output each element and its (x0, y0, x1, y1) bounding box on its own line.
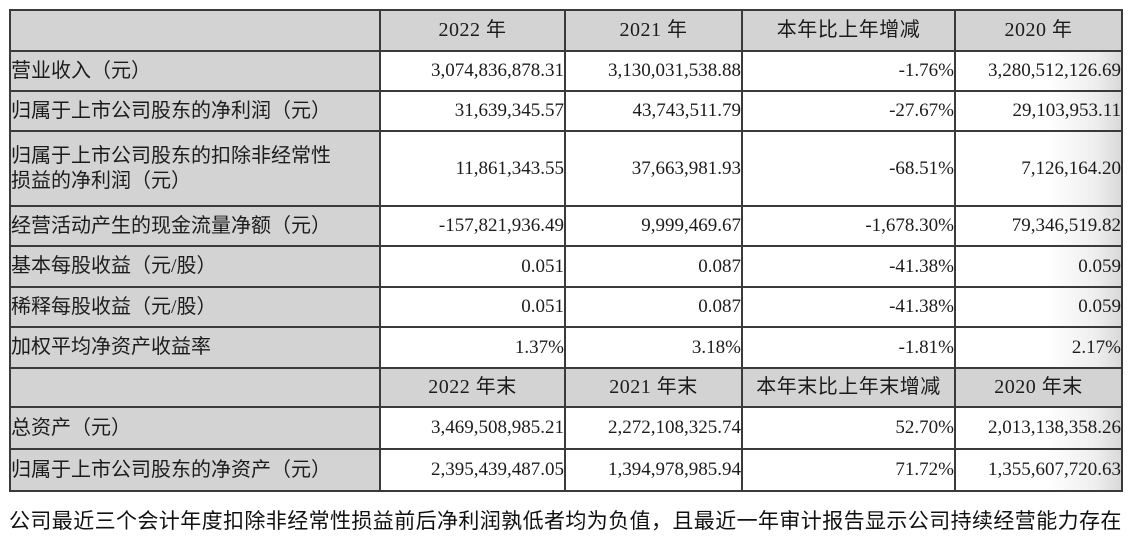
value-cell: 3,280,512,126.69 (954, 50, 1123, 92)
table-row-operating-cash-flow: 经营活动产生的现金流量净额（元） -157,821,936.49 9,999,4… (9, 205, 1123, 247)
value-cell: 7,126,164.20 (954, 130, 1123, 207)
value-cell: 2,013,138,358.26 (954, 406, 1123, 450)
value-cell: 2,395,439,487.05 (379, 448, 566, 492)
value-cell: 31,639,345.57 (379, 90, 566, 132)
table-row-deducted-net-profit: 归属于上市公司股东的扣除非经常性 损益的净利润（元） 11,861,343.55… (9, 130, 1123, 207)
value-cell: 3,074,836,878.31 (379, 50, 566, 92)
value-cell: 0.059 (954, 245, 1123, 288)
value-cell: 2,272,108,325.74 (564, 406, 743, 450)
value-cell: 2.17% (954, 326, 1123, 369)
value-cell: 29,103,953.11 (954, 90, 1123, 132)
value-cell: 3,469,508,985.21 (379, 406, 566, 450)
table-row-revenue: 营业收入（元） 3,074,836,878.31 3,130,031,538.8… (9, 50, 1123, 92)
value-cell: -1.76% (741, 50, 956, 92)
value-cell: 0.051 (379, 286, 566, 328)
value-cell: 43,743,511.79 (564, 90, 743, 132)
year-header-2022: 2022 年 (379, 9, 566, 52)
value-cell: -41.38% (741, 245, 956, 288)
change-header: 本年比上年增减 (741, 9, 956, 52)
table-row-net-profit: 归属于上市公司股东的净利润（元） 31,639,345.57 43,743,51… (9, 90, 1123, 132)
value-cell: 0.059 (954, 286, 1123, 328)
table-row-net-assets: 归属于上市公司股东的净资产（元） 2,395,439,487.05 1,394,… (9, 448, 1123, 492)
row-label-cell: 营业收入（元） (9, 50, 381, 92)
row-label-cell: 归属于上市公司股东的净利润（元） (9, 90, 381, 132)
blank-header-cell (9, 367, 381, 408)
table-row-total-assets: 总资产（元） 3,469,508,985.21 2,272,108,325.74… (9, 406, 1123, 450)
value-cell: 0.087 (564, 286, 743, 328)
row-label-cell: 稀释每股收益（元/股） (9, 286, 381, 328)
table-header-row: 2022 年 2021 年 本年比上年增减 2020 年 (9, 9, 1123, 52)
table-row-diluted-eps: 稀释每股收益（元/股） 0.051 0.087 -41.38% 0.059 (9, 286, 1123, 328)
value-cell: -1,678.30% (741, 205, 956, 247)
value-cell: 0.051 (379, 245, 566, 288)
table-row-weighted-avg-roe: 加权平均净资产收益率 1.37% 3.18% -1.81% 2.17% (9, 326, 1123, 369)
row-label-cell: 总资产（元） (9, 406, 381, 450)
row-label-cell: 加权平均净资产收益率 (9, 326, 381, 369)
value-cell: 0.087 (564, 245, 743, 288)
value-cell: -157,821,936.49 (379, 205, 566, 247)
value-cell: 3,130,031,538.88 (564, 50, 743, 92)
financial-summary-table: 2022 年 2021 年 本年比上年增减 2020 年 营业收入（元） 3,0… (9, 9, 1123, 492)
row-label-cell: 归属于上市公司股东的净资产（元） (9, 448, 381, 492)
table-mid-header-row: 2022 年末 2021 年末 本年末比上年末增减 2020 年末 (9, 367, 1123, 408)
year-end-header-2020: 2020 年末 (954, 367, 1123, 408)
value-cell: 1,394,978,985.94 (564, 448, 743, 492)
value-cell: -27.67% (741, 90, 956, 132)
table-row-basic-eps: 基本每股收益（元/股） 0.051 0.087 -41.38% 0.059 (9, 245, 1123, 288)
value-cell: -41.38% (741, 286, 956, 328)
value-cell: 71.72% (741, 448, 956, 492)
value-cell: 11,861,343.55 (379, 130, 566, 207)
row-label-cell: 基本每股收益（元/股） (9, 245, 381, 288)
value-cell: 1.37% (379, 326, 566, 369)
value-cell: 79,346,519.82 (954, 205, 1123, 247)
value-cell: 9,999,469.67 (564, 205, 743, 247)
value-cell: 37,663,981.93 (564, 130, 743, 207)
year-end-change-header: 本年末比上年末增减 (741, 367, 956, 408)
row-label-cell: 归属于上市公司股东的扣除非经常性 损益的净利润（元） (9, 130, 381, 207)
value-cell: -68.51% (741, 130, 956, 207)
year-header-2020: 2020 年 (954, 9, 1123, 52)
value-cell: 52.70% (741, 406, 956, 450)
row-label-cell: 经营活动产生的现金流量净额（元） (9, 205, 381, 247)
value-cell: 3.18% (564, 326, 743, 369)
value-cell: 1,355,607,720.63 (954, 448, 1123, 492)
year-end-header-2022: 2022 年末 (379, 367, 566, 408)
footer-note: 公司最近三个会计年度扣除非经常性损益前后净利润孰低者均为负值，且最近一年审计报告… (9, 509, 1122, 533)
year-end-header-2021: 2021 年末 (564, 367, 743, 408)
blank-header-cell (9, 9, 381, 52)
value-cell: -1.81% (741, 326, 956, 369)
year-header-2021: 2021 年 (564, 9, 743, 52)
